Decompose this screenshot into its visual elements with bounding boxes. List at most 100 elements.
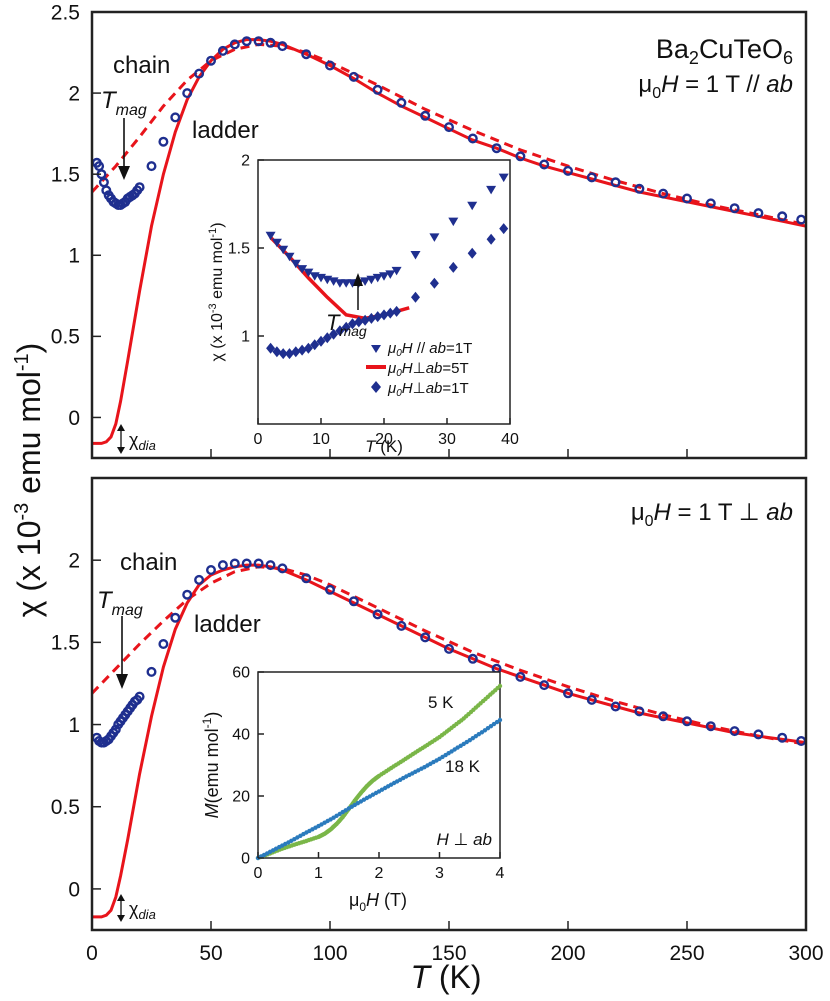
top-inset-diamond-point	[379, 309, 389, 321]
top-inset-diamond-point	[272, 346, 282, 358]
bottom-ladder-fit-line	[92, 563, 807, 919]
x-tick-label: 50	[199, 942, 222, 965]
bottom-data-point	[134, 691, 145, 702]
bottom-data-point	[265, 560, 276, 571]
top-inset-triangle-point	[410, 251, 421, 260]
top-data-point	[134, 182, 145, 193]
top-inset-diamond-point	[499, 223, 509, 235]
top-data-point	[682, 193, 693, 204]
legend-marker-diamond	[371, 381, 381, 393]
y-tick-label: 1.5	[51, 632, 80, 655]
top-data-point	[229, 39, 240, 50]
top-inset-diamond-point	[373, 311, 383, 323]
bottom-chidia-label: χdia	[129, 899, 156, 922]
top-data-point	[277, 41, 288, 52]
top-inset-triangle-point	[486, 185, 497, 195]
label-5K: 5 K	[428, 693, 454, 712]
top-data-point	[325, 60, 336, 71]
top-inset-triangle-point	[284, 252, 295, 262]
legend-entry-3: μ0H⊥ab=1T	[387, 380, 469, 399]
top-chain-label: chain	[113, 52, 170, 79]
top-inset-triangle-point	[467, 201, 478, 211]
y-tick-label: 40	[232, 727, 250, 744]
top-data-point	[348, 71, 359, 82]
bottom-data-point	[217, 560, 228, 571]
bottom-tmag-label: Tmag	[97, 587, 143, 619]
top-inset-triangle-point	[498, 173, 509, 183]
x-tick-label: 30	[438, 431, 456, 448]
top-data-point	[610, 177, 621, 188]
top-data-point	[491, 143, 502, 154]
y-tick-label: 1	[68, 245, 80, 268]
top-data-point	[396, 97, 407, 108]
top-inset-diamond-point	[354, 316, 364, 328]
top-inset-diamond-point	[348, 318, 357, 330]
bottom-ladder-label: ladder	[194, 611, 261, 638]
top-inset-legend: μ0H // ab=1T μ0H⊥ab=5T μ0H⊥ab=1T	[366, 340, 472, 399]
legend-marker-triangle	[371, 345, 381, 353]
top-data-point	[253, 36, 264, 47]
bottom-data-point	[229, 558, 240, 569]
bottom-data-point	[182, 589, 193, 600]
bottom-inset-xlabel: μ0H (T)	[349, 890, 407, 914]
x-tick-label: 0	[254, 431, 263, 448]
top-inset-diamond-point	[467, 247, 477, 259]
top-inset: 0 10 20 30 40 1 1.5 2 T (K) χ (x 10-3 emu mol-1…	[207, 153, 519, 456]
top-inset-frame	[257, 159, 511, 425]
top-inset-diamond-point	[486, 233, 496, 245]
x-tick-label: 0	[86, 942, 98, 965]
bottom-data-point	[372, 609, 383, 620]
bottom-data-point	[753, 729, 764, 740]
top-inset-diamond-point	[303, 342, 313, 354]
x-tick-label: 200	[550, 942, 585, 965]
top-data-point	[217, 45, 228, 56]
top-inset-triangle-point	[372, 273, 383, 283]
top-inset-triangle-point	[278, 245, 289, 255]
y-tick-label: 1	[241, 329, 250, 346]
top-tmag-label: Tmag	[101, 87, 147, 119]
bottom-data-point	[420, 632, 431, 643]
top-inset-diamond-point	[266, 342, 276, 354]
bottom-data-point	[205, 565, 216, 576]
top-inset-diamond-point	[366, 312, 376, 324]
x-tick-label: 2	[375, 865, 384, 882]
top-inset-diamond-point	[310, 339, 320, 351]
top-data-point	[444, 122, 455, 133]
bottom-data-point	[194, 574, 205, 585]
top-inset-triangle-point	[297, 265, 308, 274]
bottom-data-point	[658, 711, 669, 722]
y-tick-label: 2.5	[51, 1, 80, 24]
bottom-inset-frame	[257, 671, 501, 859]
top-data-point	[98, 177, 109, 188]
bottom-data-point	[110, 724, 121, 735]
y-tick-label: 0.5	[51, 796, 80, 819]
top-inset-xlabel: T (K)	[365, 437, 403, 456]
top-data-point	[158, 136, 169, 147]
M-5K-point	[497, 683, 503, 689]
x-tick-label: 20	[375, 431, 393, 448]
x-tick-label: 250	[669, 942, 704, 965]
bottom-data-point	[241, 558, 252, 569]
top-data-point	[101, 185, 112, 196]
bottom-data-point	[253, 558, 264, 569]
top-inset-triangle-point	[366, 275, 377, 285]
top-inset-diamond-point	[291, 346, 301, 358]
y-tick-label: 2	[241, 153, 250, 170]
top-field-label: μ0H = 1 T // ab	[638, 71, 793, 102]
x-tick-label: 300	[788, 942, 823, 965]
top-data-point	[170, 112, 181, 123]
top-inset-diamond-point	[316, 335, 326, 347]
top-inset-triangle-point	[379, 272, 389, 281]
top-data-point	[777, 211, 788, 222]
y-tick-label: 1	[68, 714, 80, 737]
y-tick-label: 0	[68, 407, 80, 430]
top-data-point	[563, 165, 574, 176]
top-data-point	[372, 84, 383, 95]
top-inset-triangle-point	[360, 277, 371, 286]
bottom-data-point	[467, 653, 478, 664]
legend-entry-1: μ0H // ab=1T	[387, 340, 472, 359]
bottom-data-point	[301, 573, 312, 584]
top-data-point	[753, 208, 764, 219]
